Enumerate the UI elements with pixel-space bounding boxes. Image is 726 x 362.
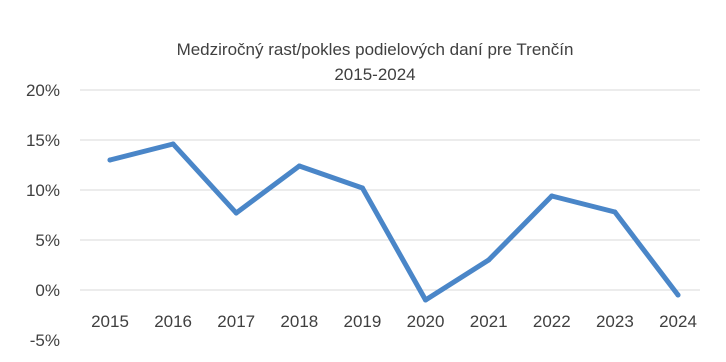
y-tick-label: 20% (26, 81, 60, 100)
data-point (233, 210, 239, 216)
data-point (675, 292, 681, 298)
y-tick-label: 10% (26, 181, 60, 200)
data-point (170, 141, 176, 147)
gridlines (80, 89, 700, 291)
data-point (549, 193, 555, 199)
data-point (359, 185, 365, 191)
series-layer (107, 141, 681, 303)
x-tick-label: 2015 (91, 312, 129, 331)
series-line (107, 141, 681, 303)
x-tick-label: 2019 (344, 312, 382, 331)
x-tick-label: 2022 (533, 312, 571, 331)
data-point (107, 157, 113, 163)
data-point (612, 209, 618, 215)
x-tick-label: 2016 (154, 312, 192, 331)
x-tick-label: 2020 (407, 312, 445, 331)
x-tick-label: 2021 (470, 312, 508, 331)
chart-subtitle: 2015-2024 (334, 65, 415, 84)
y-tick-label: 5% (35, 231, 60, 250)
data-point (296, 163, 302, 169)
x-tick-label: 2017 (217, 312, 255, 331)
chart-title: Medziročný rast/pokles podielových daní … (177, 40, 574, 59)
data-point (423, 297, 429, 303)
y-tick-label: 15% (26, 131, 60, 150)
y-tick-label: 0% (35, 281, 60, 300)
x-tick-label: 2018 (280, 312, 318, 331)
x-tick-label: 2023 (596, 312, 634, 331)
x-tick-label: 2024 (659, 312, 697, 331)
x-axis-ticks: 2015 2016 2017 2018 2019 2020 2021 2022 2023 2024 (91, 312, 697, 331)
y-axis-ticks: -5% 0% 5% 10% 15% 20% (26, 81, 60, 350)
y-tick-label: -5% (30, 331, 60, 350)
data-point (486, 257, 492, 263)
